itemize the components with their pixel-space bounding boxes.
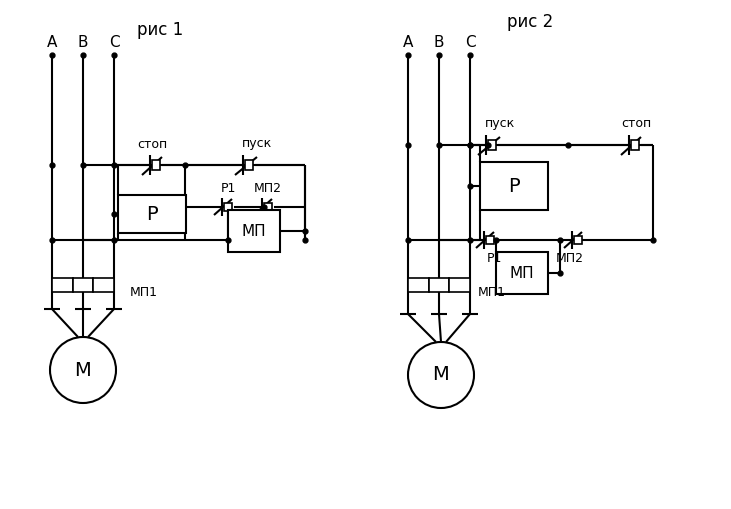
Text: МП2: МП2 — [254, 183, 282, 195]
Text: стоп: стоп — [137, 138, 167, 152]
Text: рис 2: рис 2 — [507, 13, 553, 31]
Text: Р1: Р1 — [220, 183, 235, 195]
Bar — [480, 162, 548, 210]
Text: стоп: стоп — [621, 117, 651, 129]
Bar — [228, 210, 280, 252]
Bar — [245, 160, 253, 170]
Text: Р: Р — [508, 177, 520, 195]
Bar — [264, 203, 272, 211]
Bar — [450, 278, 470, 292]
Bar — [224, 203, 232, 211]
Text: МП1: МП1 — [478, 287, 506, 299]
Bar — [486, 236, 494, 244]
Text: М: М — [433, 365, 450, 384]
Text: B: B — [77, 35, 88, 49]
Bar — [428, 278, 450, 292]
Text: A: A — [403, 35, 413, 49]
Bar — [72, 278, 94, 292]
Text: Р1: Р1 — [486, 251, 501, 265]
Text: МП1: МП1 — [130, 287, 158, 299]
Text: C: C — [109, 35, 119, 49]
Bar — [152, 160, 160, 170]
Bar — [496, 252, 548, 294]
Bar — [574, 236, 582, 244]
Text: C: C — [465, 35, 475, 49]
Bar — [118, 195, 186, 233]
Text: пуск: пуск — [242, 136, 272, 150]
Bar — [488, 140, 496, 150]
Text: МП: МП — [510, 266, 534, 280]
Text: A: A — [47, 35, 57, 49]
Text: рис 1: рис 1 — [137, 21, 183, 39]
Bar — [52, 278, 72, 292]
Text: пуск: пуск — [485, 117, 515, 129]
Bar — [631, 140, 639, 150]
Text: Р: Р — [146, 205, 158, 223]
Text: М: М — [75, 360, 91, 380]
Bar — [94, 278, 114, 292]
Bar — [408, 278, 428, 292]
Text: МП2: МП2 — [556, 251, 584, 265]
Text: МП: МП — [242, 223, 266, 239]
Text: B: B — [433, 35, 444, 49]
